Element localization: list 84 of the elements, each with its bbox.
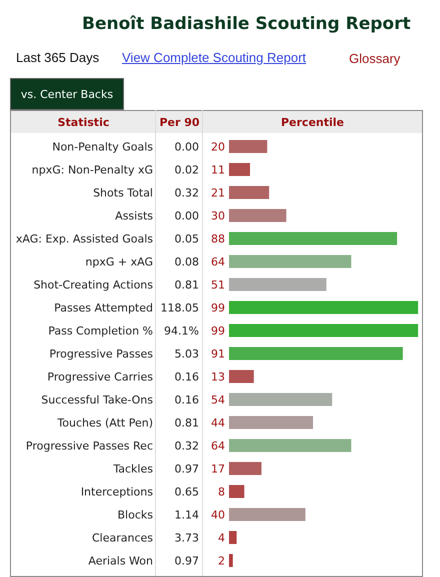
- y-tick-label: npxG: Non-Penalty xG: [32, 164, 153, 176]
- text: 94.1%: [164, 324, 199, 338]
- text: 5.03: [174, 348, 199, 360]
- y-tick-label: Clearances: [92, 532, 154, 544]
- data-label: 54: [211, 394, 225, 406]
- data-label: 64: [211, 256, 225, 268]
- x-axis-title: Percentile: [280, 115, 346, 131]
- text: 3.73: [174, 532, 199, 544]
- bar: [229, 278, 326, 291]
- bar: [229, 209, 286, 222]
- bar: [229, 186, 270, 199]
- bar: [229, 163, 250, 176]
- bar: [229, 531, 237, 544]
- text: 0.97: [174, 462, 199, 476]
- bar: [229, 324, 418, 337]
- y-axis-title: Statistic: [56, 115, 110, 131]
- data-label: 20: [211, 140, 225, 154]
- bar: [229, 301, 418, 314]
- data-label: 8: [218, 486, 225, 498]
- text: 0.00: [174, 140, 199, 154]
- text: 0.81: [174, 416, 199, 430]
- y-tick-label: Progressive Passes Rec: [26, 440, 153, 452]
- text: Per 90: [158, 115, 201, 131]
- y-tick-label: Aerials Won: [88, 554, 154, 568]
- data-label: 21: [211, 186, 225, 200]
- text: Last 365 Days: [16, 50, 100, 65]
- bar: [229, 485, 244, 498]
- bar: [229, 462, 262, 475]
- data-label: 4: [218, 532, 225, 544]
- data-label: 40: [211, 508, 225, 522]
- data-label: 13: [211, 370, 225, 384]
- y-tick-label: npxG + xAG: [85, 256, 153, 268]
- text: vs. Center Backs: [10, 78, 124, 110]
- y-tick-label: Shots Total: [93, 186, 153, 200]
- bar: [229, 255, 352, 268]
- text: 0.08: [174, 256, 199, 268]
- bar: [229, 416, 314, 429]
- y-tick-label: Shot-Creating Actions: [34, 278, 154, 292]
- y-tick-label: xAG: Exp. Assisted Goals: [16, 232, 154, 246]
- text: 0.65: [174, 486, 199, 498]
- data-label: 88: [211, 232, 225, 246]
- data-label: 44: [211, 416, 225, 430]
- bar: [229, 393, 332, 406]
- bar: [229, 508, 306, 521]
- y-tick-label: Tackles: [112, 462, 154, 476]
- data-label: 99: [211, 324, 225, 338]
- data-label: 51: [211, 278, 225, 292]
- chart-title: Benoît Badiashile Scouting Report: [82, 14, 411, 34]
- data-label: 30: [211, 210, 225, 222]
- data-label: 64: [211, 440, 225, 452]
- text: 0.32: [174, 440, 199, 452]
- text: 0.05: [174, 232, 199, 246]
- data-label: 17: [211, 462, 225, 476]
- text: 0.02: [174, 164, 199, 176]
- text: 0.16: [174, 370, 199, 384]
- y-tick-label: Interceptions: [80, 486, 154, 498]
- text: 0.81: [174, 278, 199, 292]
- data-label: 2: [218, 554, 225, 568]
- bar: [229, 347, 403, 360]
- text: 0.16: [174, 394, 199, 406]
- text: View Complete Scouting Report: [122, 50, 306, 65]
- bar: [229, 232, 398, 245]
- y-tick-label: Touches (Att Pen): [56, 416, 153, 430]
- bar: [229, 370, 254, 383]
- y-tick-label: Pass Completion %: [48, 324, 153, 338]
- bar: [229, 140, 268, 153]
- bar: [229, 554, 233, 567]
- data-label: 99: [211, 302, 225, 314]
- data-label: 11: [211, 164, 225, 176]
- y-tick-label: Progressive Passes: [49, 348, 154, 360]
- text: 0.32: [174, 186, 199, 200]
- y-tick-label: Blocks: [118, 508, 154, 522]
- y-tick-label: Assists: [115, 210, 154, 222]
- text: Glossary: [349, 51, 400, 66]
- y-tick-label: Passes Attempted: [54, 302, 153, 314]
- text: 0.97: [174, 554, 199, 568]
- data-label: 91: [211, 348, 225, 360]
- y-tick-label: Successful Take-Ons: [41, 394, 154, 406]
- text: 1.14: [174, 508, 199, 522]
- text: 0.00: [174, 210, 199, 222]
- y-tick-label: Progressive Carries: [47, 370, 154, 384]
- bar: [229, 439, 352, 452]
- y-tick-label: Non-Penalty Goals: [52, 140, 154, 154]
- text: 118.05: [160, 302, 199, 314]
